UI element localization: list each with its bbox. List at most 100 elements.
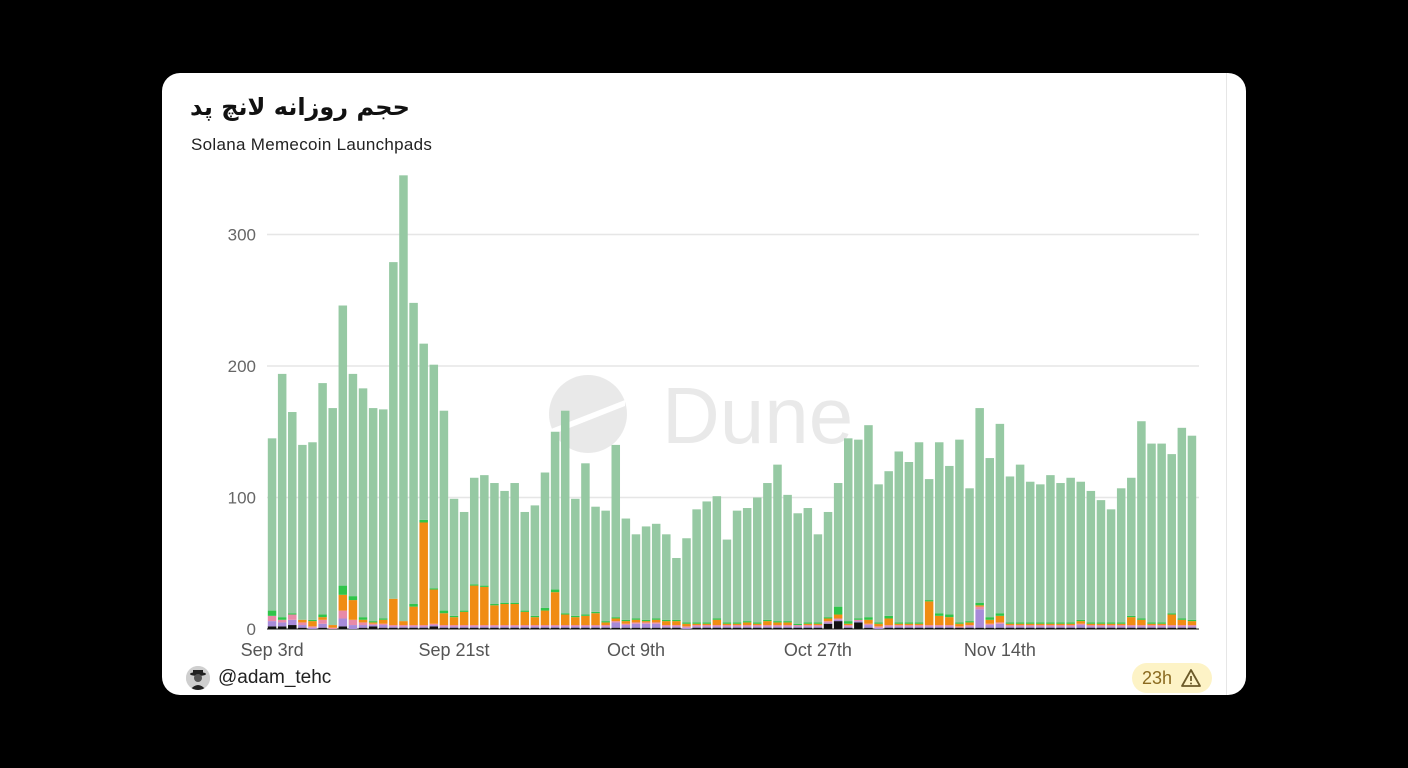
bar-segment-purple[interactable] xyxy=(672,626,681,628)
bar-segment-mint[interactable] xyxy=(631,534,641,619)
bar-segment-purple[interactable] xyxy=(389,626,398,628)
bar-segment-green[interactable] xyxy=(480,585,489,587)
bar-segment-black[interactable] xyxy=(379,627,388,629)
bar-segment-pink[interactable] xyxy=(480,625,489,627)
bar-segment-orange[interactable] xyxy=(1167,614,1176,626)
bar-segment-purple[interactable] xyxy=(459,626,469,628)
bar-segment-orange[interactable] xyxy=(1066,623,1075,626)
bar-segment-green[interactable] xyxy=(1137,618,1146,620)
bar-segment-orange[interactable] xyxy=(1046,623,1055,626)
bar-segment-black[interactable] xyxy=(854,622,863,629)
bar-segment-mint[interactable] xyxy=(1046,475,1055,623)
bar-segment-mint[interactable] xyxy=(399,175,408,622)
bar-segment-mint[interactable] xyxy=(298,444,307,620)
bar-segment-mint[interactable] xyxy=(914,442,924,623)
bar-segment-black[interactable] xyxy=(490,627,499,629)
bar-segment-purple[interactable] xyxy=(1137,626,1146,628)
bar-segment-mint[interactable] xyxy=(854,439,863,619)
bar-segment-mint[interactable] xyxy=(348,373,358,597)
bar-segment-purple[interactable] xyxy=(358,625,368,628)
bar-segment-purple[interactable] xyxy=(1157,626,1166,628)
bar-segment-mint[interactable] xyxy=(1005,476,1015,623)
bar-segment-mint[interactable] xyxy=(429,364,439,589)
bar-segment-black[interactable] xyxy=(1127,627,1136,629)
bar-segment-mint[interactable] xyxy=(419,343,428,520)
bar-segment-purple[interactable] xyxy=(884,626,893,628)
bar-segment-purple[interactable] xyxy=(439,626,449,628)
bar-segment-purple[interactable] xyxy=(783,626,792,628)
bar-segment-orange[interactable] xyxy=(975,605,984,607)
bar-segment-green[interactable] xyxy=(550,589,560,593)
bar-segment-green[interactable] xyxy=(308,619,317,622)
bar-segment-mint[interactable] xyxy=(803,508,813,623)
bar-segment-orange[interactable] xyxy=(358,619,368,623)
bar-segment-mint[interactable] xyxy=(672,557,681,620)
bar-segment-orange[interactable] xyxy=(459,611,469,626)
bar-segment-mint[interactable] xyxy=(651,523,661,619)
bar-segment-orange[interactable] xyxy=(1076,621,1086,624)
bar-segment-purple[interactable] xyxy=(934,626,944,628)
bar-segment-purple[interactable] xyxy=(298,625,307,628)
bar-segment-pink[interactable] xyxy=(429,623,439,626)
bar-segment-pink[interactable] xyxy=(813,625,823,627)
bar-segment-pink[interactable] xyxy=(1015,625,1025,627)
bar-segment-green[interactable] xyxy=(601,621,610,623)
bar-segment-green[interactable] xyxy=(803,622,813,624)
bar-segment-mint[interactable] xyxy=(368,408,378,622)
bar-segment-purple[interactable] xyxy=(894,626,904,628)
bar-segment-orange[interactable] xyxy=(328,625,337,628)
bar-segment-black[interactable] xyxy=(1147,627,1156,629)
bar-segment-purple[interactable] xyxy=(864,625,873,628)
bar-segment-mint[interactable] xyxy=(1086,490,1096,623)
bar-segment-purple[interactable] xyxy=(1106,626,1116,628)
bar-segment-pink[interactable] xyxy=(409,625,418,627)
bar-segment-pink[interactable] xyxy=(783,625,792,627)
bar-segment-pink[interactable] xyxy=(1187,625,1197,627)
bar-segment-pink[interactable] xyxy=(439,625,449,627)
bar-segment-purple[interactable] xyxy=(500,626,509,628)
bar-segment-orange[interactable] xyxy=(298,619,307,623)
bar-segment-purple[interactable] xyxy=(753,626,762,628)
bar-segment-pink[interactable] xyxy=(975,606,984,610)
bar-segment-purple[interactable] xyxy=(581,626,590,628)
bar-segment-pink[interactable] xyxy=(389,625,398,627)
bar-segment-black[interactable] xyxy=(550,627,560,629)
bar-segment-pink[interactable] xyxy=(1025,625,1035,627)
bar-segment-green[interactable] xyxy=(1066,622,1075,624)
bar-segment-orange[interactable] xyxy=(672,621,681,626)
bar-segment-green[interactable] xyxy=(500,602,509,605)
bar-segment-purple[interactable] xyxy=(712,626,722,628)
bar-segment-green[interactable] xyxy=(368,621,378,623)
bar-segment-green[interactable] xyxy=(419,519,428,523)
bar-segment-purple[interactable] xyxy=(975,609,984,628)
bar-segment-orange[interactable] xyxy=(803,623,813,626)
bar-segment-black[interactable] xyxy=(540,627,550,629)
bar-segment-orange[interactable] xyxy=(1157,623,1166,626)
bar-segment-black[interactable] xyxy=(894,627,904,629)
bar-segment-pink[interactable] xyxy=(763,625,772,627)
bar-segment-black[interactable] xyxy=(1066,627,1075,629)
bar-segment-purple[interactable] xyxy=(449,626,459,628)
bar-segment-green[interactable] xyxy=(1005,622,1015,624)
bar-segment-orange[interactable] xyxy=(823,618,833,622)
bar-segment-pink[interactable] xyxy=(1137,625,1146,627)
bar-segment-green[interactable] xyxy=(965,621,974,623)
bar-segment-mint[interactable] xyxy=(833,483,843,607)
bar-segment-green[interactable] xyxy=(338,585,348,595)
bar-segment-purple[interactable] xyxy=(277,622,287,627)
bar-segment-pink[interactable] xyxy=(1086,625,1096,627)
bar-segment-pink[interactable] xyxy=(449,625,459,627)
bar-segment-orange[interactable] xyxy=(520,611,530,626)
bar-segment-green[interactable] xyxy=(459,610,469,612)
bar-segment-purple[interactable] xyxy=(722,626,732,628)
bar-segment-green[interactable] xyxy=(864,617,873,620)
bar-segment-green[interactable] xyxy=(520,610,530,612)
bar-segment-mint[interactable] xyxy=(510,483,519,603)
bar-segment-orange[interactable] xyxy=(833,614,843,619)
bar-segment-orange[interactable] xyxy=(581,615,590,626)
bar-segment-mint[interactable] xyxy=(1147,443,1156,623)
bar-segment-green[interactable] xyxy=(1177,618,1187,620)
bar-segment-purple[interactable] xyxy=(399,626,408,628)
bar-segment-black[interactable] xyxy=(662,627,671,629)
bar-segment-purple[interactable] xyxy=(520,626,530,628)
